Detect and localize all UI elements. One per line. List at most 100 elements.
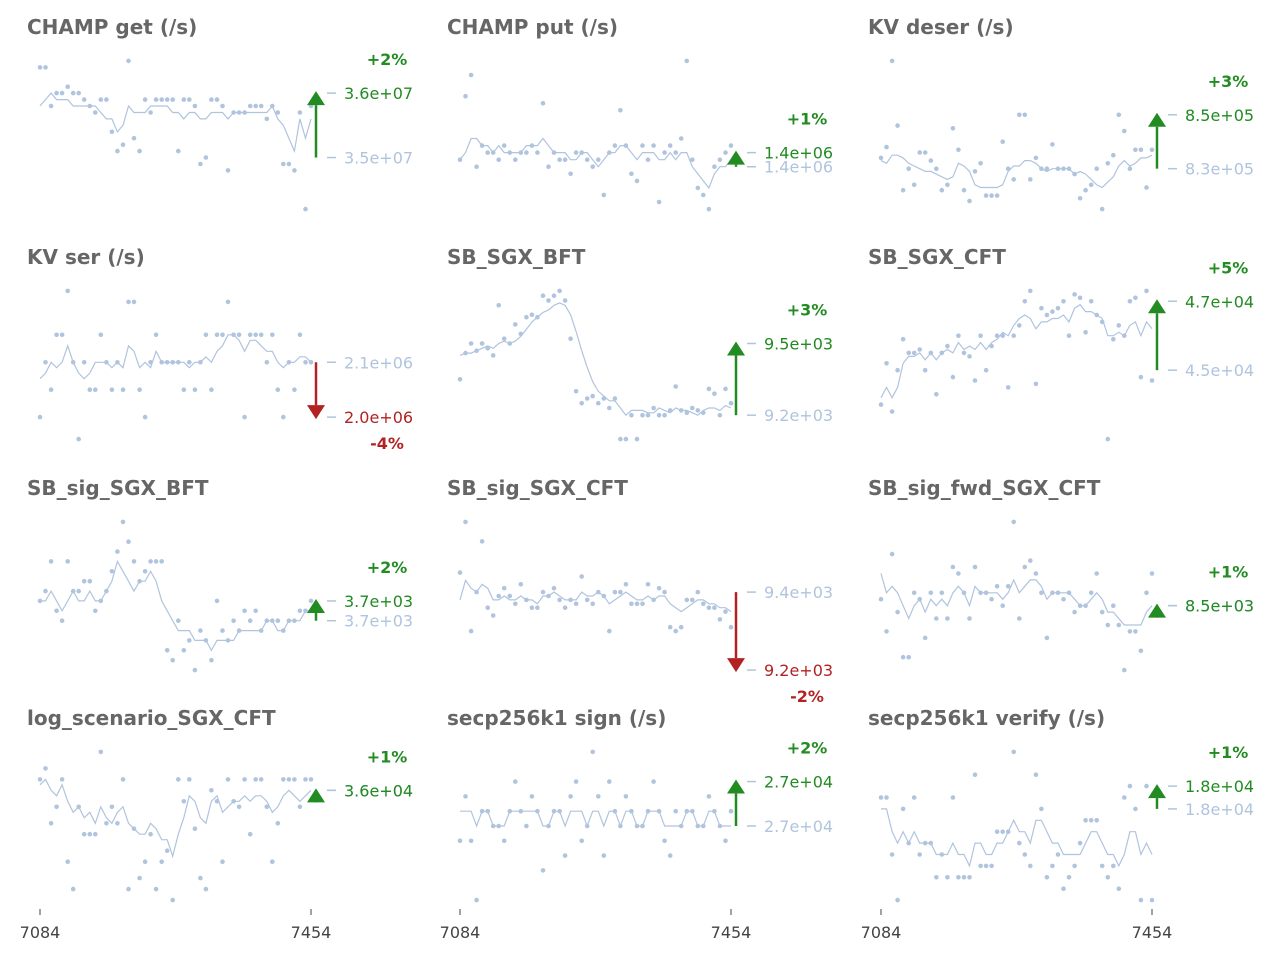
change-percent: +2% bbox=[367, 50, 408, 69]
data-point bbox=[956, 147, 961, 153]
data-point bbox=[1133, 806, 1138, 812]
data-point bbox=[546, 164, 551, 169]
data-point bbox=[1099, 319, 1105, 325]
data-point bbox=[70, 360, 76, 365]
data-point bbox=[723, 386, 728, 392]
data-point bbox=[109, 129, 115, 135]
data-point bbox=[297, 332, 303, 338]
data-point bbox=[956, 333, 961, 339]
data-point bbox=[701, 192, 706, 198]
data-point bbox=[1033, 772, 1039, 777]
data-point bbox=[98, 749, 104, 755]
new-value-label: 4.7e+04 bbox=[1185, 292, 1254, 311]
data-point bbox=[1116, 886, 1122, 891]
data-point bbox=[292, 618, 297, 623]
data-point bbox=[231, 332, 236, 338]
data-point bbox=[878, 795, 884, 800]
data-point bbox=[225, 299, 231, 305]
old-value-label: 4.5e+04 bbox=[1185, 361, 1254, 380]
data-point bbox=[258, 332, 264, 338]
data-point bbox=[253, 103, 258, 109]
old-value-label: 8.3e+05 bbox=[1185, 160, 1254, 179]
data-point bbox=[159, 559, 164, 564]
data-point bbox=[690, 157, 695, 162]
data-point bbox=[667, 408, 673, 413]
data-point bbox=[48, 821, 54, 826]
data-point bbox=[529, 143, 535, 148]
chart-panel: secp256k1 sign (/s) 2.7e+04 2.7e+04 +2% 7084… bbox=[440, 706, 833, 942]
data-point bbox=[468, 341, 474, 346]
data-point bbox=[120, 387, 126, 393]
data-point bbox=[623, 794, 629, 799]
data-point bbox=[253, 777, 258, 782]
data-point bbox=[457, 377, 463, 382]
chart-panel: SB_sig_SGX_CFT 9.4e+03 9.2e+03 -2% bbox=[447, 476, 833, 706]
data-point bbox=[1000, 829, 1005, 834]
data-point bbox=[573, 389, 579, 394]
data-point bbox=[159, 360, 164, 365]
data-point bbox=[468, 72, 474, 78]
data-point bbox=[104, 360, 109, 365]
data-point bbox=[723, 838, 728, 844]
data-point bbox=[928, 158, 934, 163]
data-point bbox=[535, 314, 540, 320]
data-point bbox=[1022, 112, 1028, 118]
data-point bbox=[496, 303, 502, 308]
chart-panel: log_scenario_SGX_CFT3.6e+043.6e+04+1%708… bbox=[20, 706, 413, 942]
data-point bbox=[507, 593, 513, 599]
data-point bbox=[181, 97, 187, 102]
data-point bbox=[37, 65, 43, 70]
data-point bbox=[978, 161, 983, 166]
data-point bbox=[507, 150, 513, 155]
data-point bbox=[1039, 590, 1044, 596]
data-point bbox=[479, 808, 485, 814]
data-point bbox=[551, 808, 557, 814]
data-point bbox=[463, 519, 468, 525]
new-value-label: 2.0e+06 bbox=[344, 408, 413, 427]
data-point bbox=[292, 387, 297, 393]
data-point bbox=[1083, 603, 1088, 608]
data-point bbox=[126, 58, 131, 64]
x-tick-label: 7084 bbox=[440, 923, 481, 942]
data-point bbox=[1149, 147, 1155, 153]
rolling-mean-line bbox=[460, 810, 731, 828]
data-point bbox=[258, 777, 264, 782]
data-point bbox=[59, 618, 65, 623]
data-point bbox=[1088, 818, 1094, 823]
data-point bbox=[629, 171, 634, 177]
data-point bbox=[557, 597, 562, 603]
data-point bbox=[104, 821, 109, 826]
data-point bbox=[900, 187, 906, 193]
old-value-label: 9.4e+03 bbox=[764, 583, 833, 602]
data-point bbox=[1011, 177, 1016, 182]
data-point bbox=[961, 875, 967, 880]
data-point bbox=[612, 808, 618, 814]
data-point bbox=[629, 808, 634, 814]
new-value-label: 9.5e+03 bbox=[764, 334, 833, 353]
data-point bbox=[656, 199, 662, 205]
data-point bbox=[562, 298, 568, 303]
rolling-mean-line bbox=[459, 137, 732, 190]
change-percent: +3% bbox=[787, 300, 828, 319]
data-point bbox=[673, 628, 678, 634]
data-point bbox=[1011, 519, 1016, 525]
data-point bbox=[496, 823, 502, 829]
data-point bbox=[557, 808, 562, 814]
data-point bbox=[573, 150, 579, 155]
data-point bbox=[1028, 558, 1033, 563]
data-point bbox=[164, 97, 170, 102]
rolling-mean-line bbox=[880, 154, 1153, 189]
data-point bbox=[231, 618, 236, 623]
data-point bbox=[1017, 323, 1022, 328]
data-point bbox=[529, 312, 535, 318]
data-point bbox=[889, 409, 895, 414]
data-point bbox=[214, 97, 220, 102]
data-point bbox=[187, 777, 192, 782]
new-value-label: 1.4e+06 bbox=[764, 144, 833, 163]
data-point bbox=[70, 886, 76, 892]
data-point bbox=[187, 638, 192, 643]
data-point bbox=[634, 601, 640, 607]
data-point bbox=[1005, 829, 1011, 834]
data-point bbox=[640, 601, 645, 607]
data-point bbox=[1050, 590, 1055, 596]
